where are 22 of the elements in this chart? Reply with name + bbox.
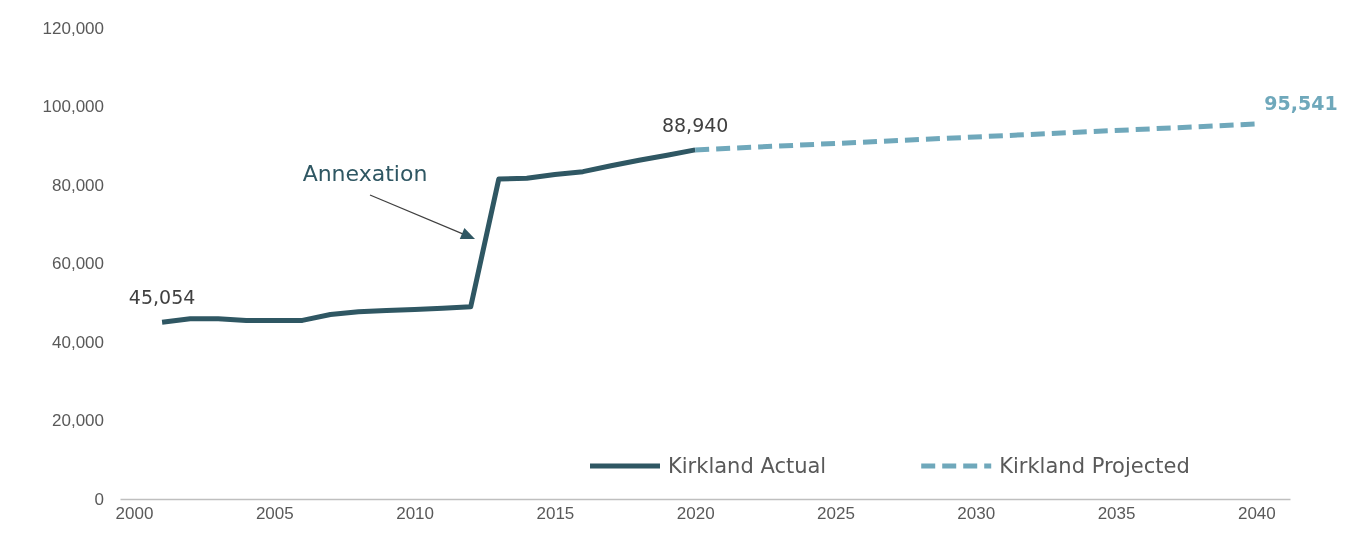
x-tick-label: 2035	[1097, 504, 1136, 524]
y-tick-label: 0	[94, 489, 104, 509]
y-tick-label: 100,000	[42, 97, 104, 117]
x-tick-label: 2000	[115, 504, 154, 524]
x-tick-label: 2025	[817, 504, 855, 524]
x-tick-label: 2015	[536, 504, 575, 524]
x-tick-label: 2020	[676, 504, 715, 524]
y-tick-label: 80,000	[52, 175, 104, 195]
x-tick-label: 2010	[396, 504, 435, 524]
data-label: 45,054	[128, 286, 196, 309]
data-label: 95,541	[1264, 92, 1338, 114]
annotation: Annexation	[302, 161, 428, 186]
y-tick-label: 40,000	[52, 332, 104, 352]
legend-label: Kirkland Actual	[668, 454, 827, 478]
data-label: 88,940	[661, 113, 729, 136]
x-tick-label: 2040	[1237, 504, 1276, 524]
y-tick-label: 120,000	[42, 18, 104, 38]
legend-label: Kirkland Projected	[999, 454, 1190, 478]
x-tick-label: 2005	[255, 504, 294, 524]
y-tick-label: 20,000	[52, 411, 104, 431]
x-tick-label: 2030	[957, 504, 996, 524]
y-tick-label: 60,000	[52, 254, 104, 274]
